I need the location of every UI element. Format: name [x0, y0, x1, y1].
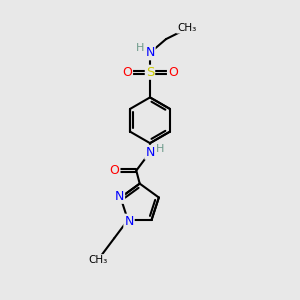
- Text: H: H: [156, 144, 164, 154]
- Text: N: N: [115, 190, 124, 203]
- Text: CH₃: CH₃: [177, 23, 196, 33]
- Text: H: H: [136, 43, 144, 53]
- Text: O: O: [122, 66, 132, 79]
- Text: O: O: [110, 164, 119, 177]
- Text: S: S: [146, 66, 154, 79]
- Text: N: N: [145, 146, 155, 159]
- Text: N: N: [145, 46, 155, 59]
- Text: CH₃: CH₃: [88, 255, 108, 265]
- Text: N: N: [124, 214, 134, 228]
- Text: O: O: [168, 66, 178, 79]
